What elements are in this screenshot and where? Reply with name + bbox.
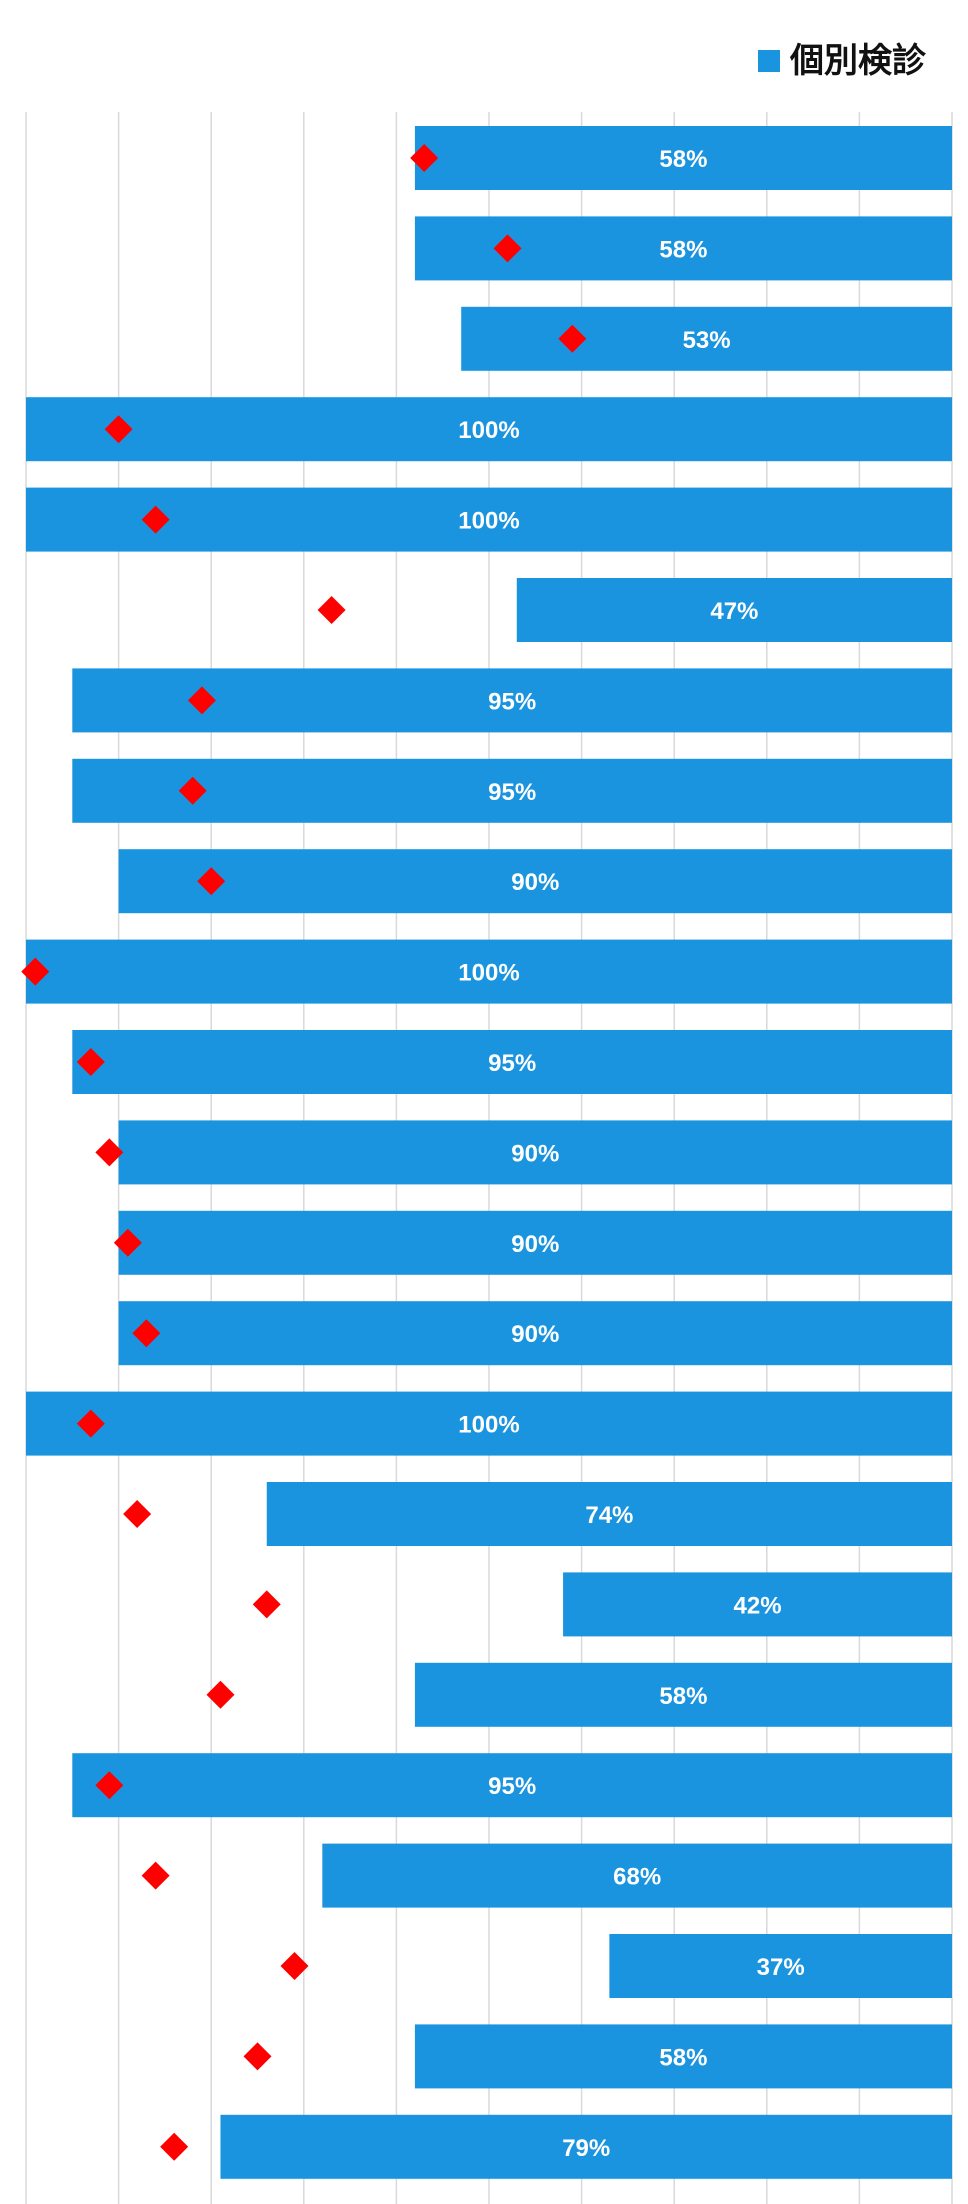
diamond-marker bbox=[493, 234, 522, 263]
bar-value-label: 90% bbox=[511, 869, 559, 896]
bar-value-label: 47% bbox=[710, 598, 758, 625]
bar-labels: 58% 58% 53% 100% 100% 47% 95% 95% 90% 100% 95% 90% 9… bbox=[458, 146, 804, 2162]
diamond-marker bbox=[178, 776, 207, 805]
diamond-marker bbox=[141, 1861, 170, 1890]
bar bbox=[26, 1391, 952, 1456]
bar-value-label: 100% bbox=[458, 960, 519, 987]
diamond-marker bbox=[95, 1138, 124, 1167]
diamond-marker bbox=[243, 2042, 272, 2071]
bar bbox=[461, 306, 952, 371]
bar bbox=[609, 1934, 952, 1998]
bar-value-label: 58% bbox=[659, 236, 707, 263]
bar bbox=[414, 1662, 952, 1727]
diamond-marker bbox=[197, 867, 226, 896]
bar-value-label: 100% bbox=[458, 417, 519, 444]
diamond-marker bbox=[21, 957, 50, 986]
bar-value-label: 74% bbox=[585, 1502, 633, 1529]
diamond-marker bbox=[206, 1680, 235, 1709]
bar bbox=[26, 397, 952, 462]
bar-value-label: 58% bbox=[659, 1683, 707, 1710]
diamond-marker bbox=[76, 1409, 105, 1438]
diamond-marker bbox=[132, 1319, 161, 1348]
bar bbox=[72, 1030, 953, 1094]
diamond-marker bbox=[252, 1590, 281, 1619]
diamond-marker bbox=[410, 144, 439, 172]
bars bbox=[26, 126, 953, 2179]
bar-value-label: 95% bbox=[488, 1050, 536, 1077]
bar-value-label: 53% bbox=[683, 327, 731, 354]
bar-value-label: 79% bbox=[562, 2135, 610, 2162]
diamond-marker bbox=[187, 686, 216, 715]
diamond-marker bbox=[160, 2132, 189, 2161]
diamond-marker bbox=[558, 324, 587, 353]
bar bbox=[516, 578, 952, 642]
bar bbox=[26, 939, 952, 1004]
bar-value-label: 90% bbox=[511, 1231, 559, 1258]
bar-value-label: 90% bbox=[511, 1140, 559, 1167]
bar-value-label: 95% bbox=[488, 779, 536, 806]
bar-value-label: 95% bbox=[488, 688, 536, 715]
diamond-marker bbox=[141, 505, 170, 534]
diamond-marker bbox=[104, 415, 133, 444]
bar bbox=[118, 1301, 953, 1366]
diamond-marker bbox=[95, 1771, 124, 1800]
bar-value-label: 100% bbox=[458, 508, 519, 535]
diamond-marker bbox=[280, 1952, 309, 1980]
diamond-marker bbox=[123, 1500, 152, 1528]
bar bbox=[118, 849, 953, 914]
bar-value-label: 100% bbox=[458, 1412, 519, 1439]
diamond-marker bbox=[317, 596, 346, 624]
bar-value-label: 37% bbox=[757, 1954, 805, 1981]
bar bbox=[563, 1572, 952, 1637]
bar-value-label: 95% bbox=[488, 1773, 536, 1800]
bar bbox=[414, 126, 952, 190]
bar bbox=[72, 668, 953, 733]
legend-label: 個別検診 bbox=[790, 41, 926, 81]
bar-value-label: 68% bbox=[613, 1864, 661, 1891]
bar bbox=[266, 1482, 952, 1546]
bar-value-label: 90% bbox=[511, 1321, 559, 1348]
legend: 個別検診 bbox=[758, 44, 926, 78]
bar bbox=[118, 1120, 953, 1185]
bar-value-label: 42% bbox=[734, 1592, 782, 1619]
bar bbox=[26, 487, 952, 552]
diamond-markers bbox=[21, 144, 587, 2161]
diamond-marker bbox=[76, 1048, 105, 1076]
bar bbox=[220, 2114, 952, 2179]
bar bbox=[72, 758, 953, 823]
bar bbox=[322, 1843, 952, 1908]
bar bbox=[414, 2024, 952, 2089]
bar-value-label: 58% bbox=[659, 2044, 707, 2071]
bar bbox=[72, 1753, 953, 1818]
bar-value-label: 58% bbox=[659, 146, 707, 173]
bar bbox=[118, 1210, 953, 1275]
diamond-marker bbox=[113, 1228, 142, 1257]
legend-swatch bbox=[758, 50, 780, 72]
